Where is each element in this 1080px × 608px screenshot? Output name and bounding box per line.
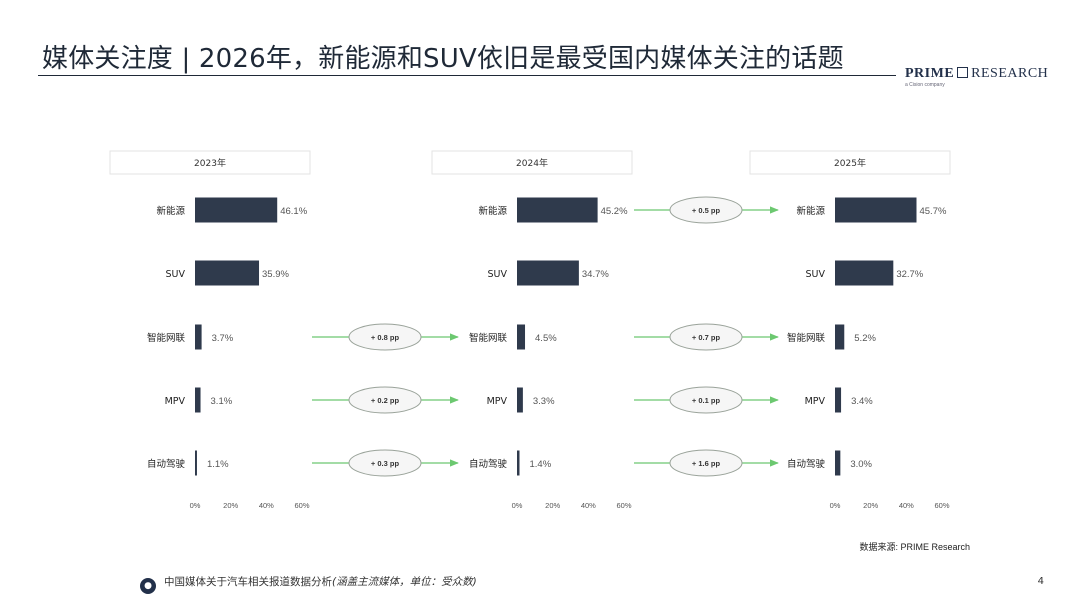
year-header-label: 2024年 xyxy=(516,157,548,169)
bar xyxy=(195,450,197,476)
chat-bubble-icon: ● xyxy=(140,578,156,594)
change-pill-label: + 0.8 pp xyxy=(371,333,400,342)
bar xyxy=(195,387,201,413)
title-divider xyxy=(38,75,896,76)
logo-mark-icon xyxy=(957,67,969,78)
prime-research-logo: PRIME RESEARCH a Cision company xyxy=(905,66,1048,88)
change-pill-label: + 0.5 pp xyxy=(692,206,721,215)
change-pill-label: + 0.1 pp xyxy=(692,396,721,405)
category-label: SUV xyxy=(166,269,186,280)
bar xyxy=(195,197,278,223)
x-tick-label: 40% xyxy=(581,501,596,510)
bar xyxy=(835,450,841,476)
bar xyxy=(517,260,579,286)
bar xyxy=(835,260,894,286)
bar xyxy=(517,324,526,350)
category-label: 自动驾驶 xyxy=(469,458,508,470)
category-label: MPV xyxy=(165,396,186,407)
page-number: 4 xyxy=(1037,576,1044,587)
data-source-note: 数据来源: PRIME Research xyxy=(859,542,970,552)
change-pill xyxy=(348,323,422,351)
x-tick-label: 40% xyxy=(259,501,274,510)
bar-value-label: 4.5% xyxy=(535,333,557,344)
change-pill-label: + 0.7 pp xyxy=(692,333,721,342)
change-pill xyxy=(669,323,743,351)
bar-value-label: 3.0% xyxy=(850,459,872,470)
bar-value-label: 5.2% xyxy=(854,333,876,344)
year-header-label: 2023年 xyxy=(194,157,226,169)
bar-value-label: 35.9% xyxy=(262,269,289,280)
bar xyxy=(835,324,845,350)
x-tick-label: 20% xyxy=(545,501,560,510)
bar xyxy=(195,260,260,286)
logo-subtitle: a Cision company xyxy=(905,82,945,88)
category-label: MPV xyxy=(487,396,508,407)
bar-value-label: 46.1% xyxy=(280,206,307,217)
bar-value-label: 3.7% xyxy=(212,333,234,344)
category-label: 新能源 xyxy=(478,205,507,217)
category-label: 智能网联 xyxy=(469,332,508,344)
change-pill-label: + 1.6 pp xyxy=(692,459,721,468)
bar-value-label: 45.7% xyxy=(919,206,946,217)
bar xyxy=(517,387,523,413)
year-header-box xyxy=(749,150,951,175)
change-pill xyxy=(669,196,743,224)
bar-value-label: 1.1% xyxy=(207,459,229,470)
year-header-box xyxy=(109,150,311,175)
change-pill-label: + 0.3 pp xyxy=(371,459,400,468)
category-label: 自动驾驶 xyxy=(787,458,826,470)
footer-note: (涵盖主流媒体，单位：受众数) xyxy=(332,576,477,588)
bar-value-label: 32.7% xyxy=(896,269,923,280)
year-header-box xyxy=(431,150,633,175)
change-pill xyxy=(669,386,743,414)
x-tick-label: 60% xyxy=(934,501,949,510)
page-title: 媒体关注度 | 2026年，新能源和SUV依旧是最受国内媒体关注的话题 xyxy=(42,44,844,74)
x-tick-label: 60% xyxy=(616,501,631,510)
year-header-label: 2025年 xyxy=(834,157,866,169)
x-tick-label: 60% xyxy=(294,501,309,510)
bar xyxy=(835,387,842,413)
footer-text: 中国媒体关于汽车相关报道数据分析 xyxy=(164,576,332,588)
change-pill xyxy=(669,449,743,477)
x-tick-label: 0% xyxy=(830,501,841,510)
footer-caption: ● 中国媒体关于汽车相关报道数据分析(涵盖主流媒体，单位：受众数) xyxy=(140,574,477,594)
logo-rest-text: RESEARCH xyxy=(971,66,1049,81)
x-tick-label: 20% xyxy=(223,501,238,510)
change-pill xyxy=(348,449,422,477)
x-tick-label: 20% xyxy=(863,501,878,510)
category-label: SUV xyxy=(488,269,508,280)
category-label: 新能源 xyxy=(796,205,825,217)
bar xyxy=(195,324,202,350)
category-label: 智能网联 xyxy=(787,332,826,344)
category-label: MPV xyxy=(805,396,826,407)
category-label: 自动驾驶 xyxy=(147,458,186,470)
bar-value-label: 3.3% xyxy=(533,396,555,407)
bar xyxy=(517,450,520,476)
change-pill xyxy=(348,386,422,414)
change-pill-label: + 0.2 pp xyxy=(371,396,400,405)
bar xyxy=(517,197,598,223)
bar-value-label: 3.1% xyxy=(211,396,233,407)
bar-value-label: 1.4% xyxy=(529,459,551,470)
category-label: 新能源 xyxy=(156,205,185,217)
bar-value-label: 34.7% xyxy=(582,269,609,280)
category-label: 智能网联 xyxy=(147,332,186,344)
x-tick-label: 40% xyxy=(899,501,914,510)
logo-bold-text: PRIME xyxy=(905,66,955,81)
x-tick-label: 0% xyxy=(190,501,201,510)
bar xyxy=(835,197,917,223)
bar-value-label: 45.2% xyxy=(601,206,628,217)
bar-value-label: 3.4% xyxy=(851,396,873,407)
category-label: SUV xyxy=(806,269,826,280)
x-tick-label: 0% xyxy=(512,501,523,510)
